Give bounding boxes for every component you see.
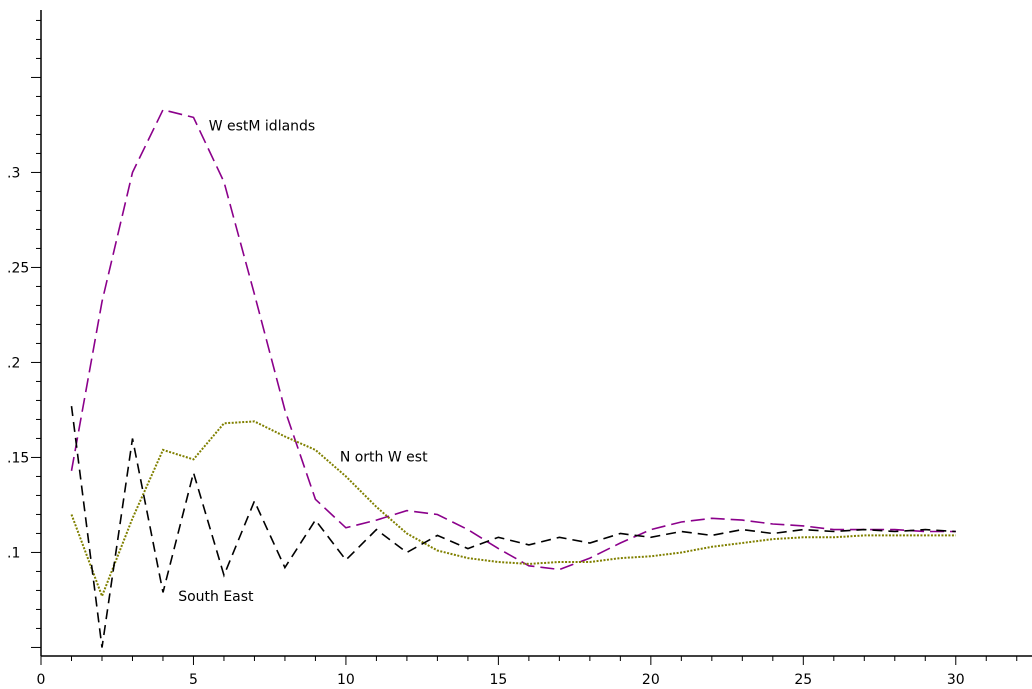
y-tick-label: .2 <box>7 355 20 371</box>
series-line-2 <box>70 405 956 648</box>
x-ticks: 0 5 10 15 20 25 30 <box>37 656 1018 688</box>
x-tick-label: 20 <box>642 672 660 688</box>
x-tick-label: 15 <box>489 672 507 688</box>
x-tick-label: 0 <box>37 672 46 688</box>
series-label-0: W estM idlands <box>209 119 316 135</box>
x-tick-label: 10 <box>337 672 355 688</box>
series-lines <box>70 108 956 648</box>
y-tick-label: .25 <box>7 260 29 276</box>
x-tick-label: 5 <box>189 672 198 688</box>
y-tick-label: .15 <box>7 450 29 466</box>
y-tick-label: .3 <box>7 165 20 181</box>
series-label-2: South East <box>178 589 254 605</box>
y-tick-label: .1 <box>7 545 20 561</box>
series-line-0 <box>70 108 956 571</box>
axes <box>40 10 1032 657</box>
series-line-1 <box>70 420 956 599</box>
x-tick-label: 30 <box>947 672 965 688</box>
series-labels: W estM idlands N orth W est South East <box>178 119 428 605</box>
x-tick-label: 25 <box>794 672 812 688</box>
y-ticks: .1 .15 .2 .25 .3 <box>7 19 41 648</box>
series-label-1: N orth W est <box>340 449 428 465</box>
